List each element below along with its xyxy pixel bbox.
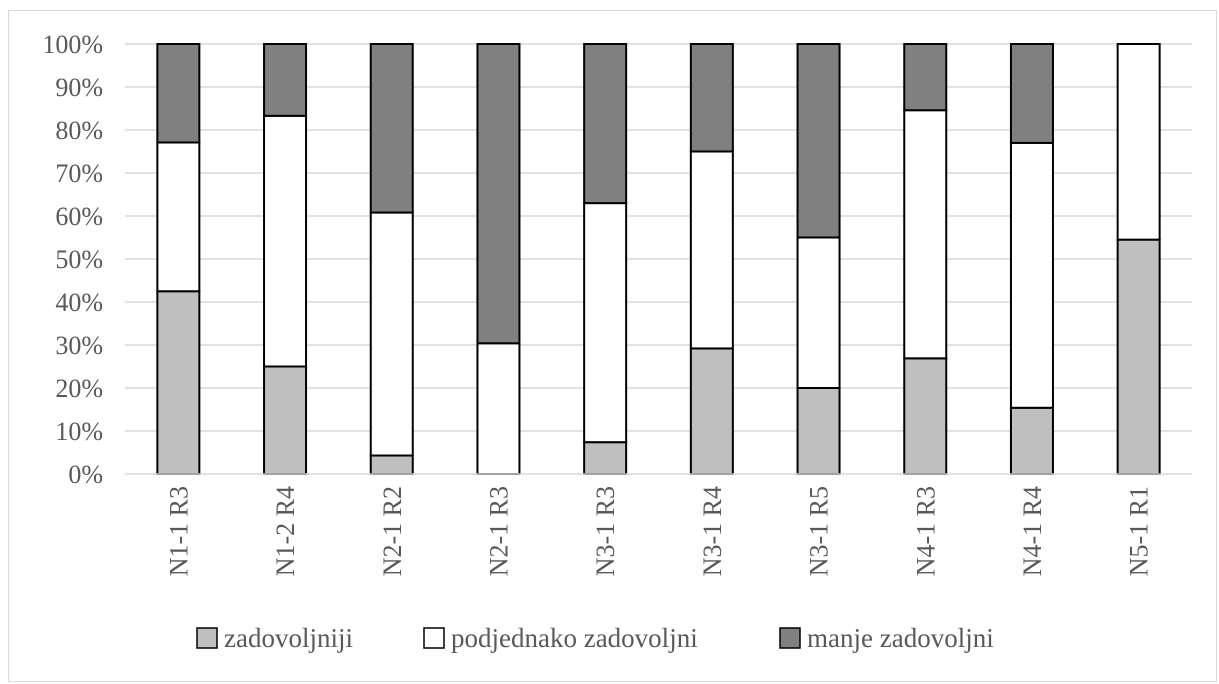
legend-swatch: [196, 627, 218, 649]
y-axis-ticks: 0% 10% 20% 30% 40% 50% 60% 70% 80% 90% 100%: [42, 30, 103, 489]
y-tick-label: 0%: [68, 460, 103, 489]
bar-segment-2: [263, 114, 308, 368]
x-axis-ticks: N1-1 R3 N1-2 R4 N2-1 R2 N2-1 R3 N3-1 R3 N3-1 …: [164, 486, 1153, 576]
bar-segment-1: [369, 454, 414, 476]
bar-segment-1: [689, 347, 734, 475]
x-tick-label: N1-2 R4: [271, 486, 300, 576]
legend-label: zadovoljniji: [224, 623, 353, 653]
x-tick-label: N4-1 R3: [911, 486, 940, 576]
y-tick-label: 90%: [55, 73, 103, 102]
bar-segment-2: [476, 342, 521, 475]
legend-swatch: [779, 627, 801, 649]
bar-segment-3: [689, 43, 734, 153]
legend-label: manje zadovoljni: [807, 623, 994, 653]
bar-segment-3: [369, 43, 414, 214]
bar-segment-3: [156, 43, 201, 144]
bar-segment-3: [476, 43, 521, 345]
legend-swatch: [423, 627, 445, 649]
bar-segment-2: [583, 202, 628, 444]
y-tick-label: 100%: [42, 30, 103, 59]
y-tick-label: 10%: [55, 417, 103, 446]
y-tick-label: 30%: [55, 331, 103, 360]
bar-segment-1: [903, 357, 948, 475]
bar-segment-2: [796, 236, 841, 389]
x-tick-label: N4-1 R4: [1018, 486, 1047, 576]
bar-segment-3: [1009, 43, 1054, 144]
bar-segment-3: [903, 43, 948, 112]
bar-segment-2: [1009, 141, 1054, 409]
legend-label: podjednako zadovoljni: [451, 623, 698, 653]
bars: [156, 43, 1161, 476]
bar-segment-3: [583, 43, 628, 205]
bar-segment-2: [369, 211, 414, 457]
bar-segment-1: [583, 441, 628, 475]
bar-segment-2: [156, 141, 201, 293]
bar-segment-1: [1009, 406, 1054, 475]
y-tick-label: 40%: [55, 288, 103, 317]
y-tick-label: 60%: [55, 202, 103, 231]
bar-segment-2: [903, 109, 948, 360]
x-tick-label: N5-1 R1: [1125, 486, 1154, 576]
bar-segment-3: [263, 43, 308, 117]
bar-segment-1: [1116, 238, 1161, 475]
x-tick-label: N3-1 R3: [591, 486, 620, 576]
x-tick-label: N1-1 R3: [164, 486, 193, 576]
bar-segment-3: [796, 43, 841, 239]
bar-segment-1: [796, 387, 841, 475]
x-tick-label: N3-1 R5: [805, 486, 834, 576]
bar-segment-1: [156, 290, 201, 475]
bar-segment-2: [1116, 43, 1161, 241]
y-tick-label: 80%: [55, 116, 103, 145]
x-tick-label: N2-1 R2: [378, 486, 407, 576]
legend: zadovoljniji podjednako zadovoljni manje z…: [196, 623, 994, 653]
x-tick-label: N2-1 R3: [484, 486, 513, 576]
bar-segment-2: [689, 150, 734, 350]
y-tick-label: 50%: [55, 245, 103, 274]
y-tick-label: 70%: [55, 159, 103, 188]
bar-segment-1: [263, 365, 308, 475]
x-tick-label: N3-1 R4: [698, 486, 727, 576]
y-tick-label: 20%: [55, 374, 103, 403]
